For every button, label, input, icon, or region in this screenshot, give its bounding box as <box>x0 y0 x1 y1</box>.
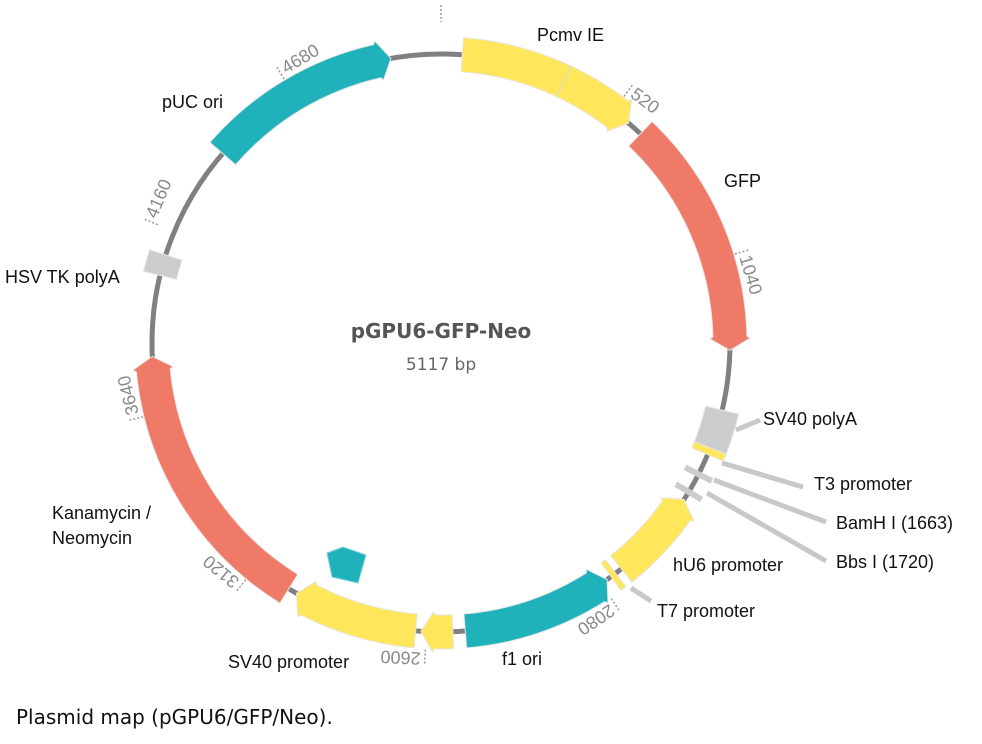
bbs-connector <box>705 490 828 564</box>
label-gfp: GFP <box>724 171 761 191</box>
tick-label: 2600 <box>380 646 421 668</box>
bamh-connector <box>713 477 827 525</box>
restriction-sites <box>674 464 714 503</box>
label-t3-promoter: T3 promoter <box>814 474 912 494</box>
label-puc-ori: pUC ori <box>162 92 223 112</box>
figure-caption: Plasmid map (pGPU6/GFP/Neo). <box>16 705 333 729</box>
label-hu6-promoter: hU6 promoter <box>673 555 783 575</box>
label-kanamycin: Kanamycin / <box>52 503 151 523</box>
pcmv-segment-divider <box>555 65 573 98</box>
feature-hsv-tk-polya[interactable] <box>142 249 183 281</box>
label-bamh-i: BamH I (1663) <box>836 513 953 533</box>
feature-f1-ori[interactable] <box>463 568 609 649</box>
t7-connector <box>629 585 653 604</box>
plasmid-size: 5117 bp <box>406 355 476 375</box>
tick-mark <box>610 598 621 613</box>
site-bbs-i[interactable] <box>674 481 704 503</box>
tick-mark <box>127 416 144 422</box>
label-hsv-tk-polya: HSV TK polyA <box>5 267 120 287</box>
label-neomycin: Neomycin <box>52 528 132 548</box>
label-f1-ori: f1 ori <box>502 649 542 669</box>
label-sv40-promoter: SV40 promoter <box>228 652 349 672</box>
feature-pcmv-ie[interactable] <box>460 37 633 133</box>
feature-kanamycin-neomycin[interactable] <box>132 355 299 604</box>
tick-mark <box>734 248 751 255</box>
feature-t7-promoter[interactable] <box>600 558 627 592</box>
tick-mark <box>623 83 635 97</box>
feature-hu6-promoter[interactable] <box>609 497 695 583</box>
tick-mark <box>275 65 285 80</box>
feature-unnamed-arrow[interactable] <box>420 610 455 653</box>
feature-sv40-promoter[interactable] <box>295 580 418 649</box>
teal-marker <box>326 546 367 584</box>
tick-label: 520 <box>627 84 663 118</box>
tick-mark <box>142 217 159 226</box>
plasmid-name: pGPU6-GFP-Neo <box>351 319 532 343</box>
tick-mark <box>423 649 427 666</box>
sv40-polya-connector <box>735 417 761 433</box>
label-sv40-polya: SV40 polyA <box>763 409 857 429</box>
label-connectors <box>629 417 828 604</box>
feature-puc-ori[interactable] <box>209 40 392 166</box>
label-bbs-i: Bbs I (1720) <box>836 552 934 572</box>
t3-connector <box>721 460 804 490</box>
tick-label: 4160 <box>142 176 176 221</box>
label-t7-promoter: T7 promoter <box>657 601 755 621</box>
site-bamh-i[interactable] <box>683 464 714 484</box>
tick-mark <box>234 579 247 593</box>
label-pcmv-ie: Pcmv IE <box>537 25 604 45</box>
feature-gfp[interactable] <box>627 120 751 351</box>
feature-t3-promoter[interactable] <box>691 441 727 462</box>
features <box>132 37 751 653</box>
